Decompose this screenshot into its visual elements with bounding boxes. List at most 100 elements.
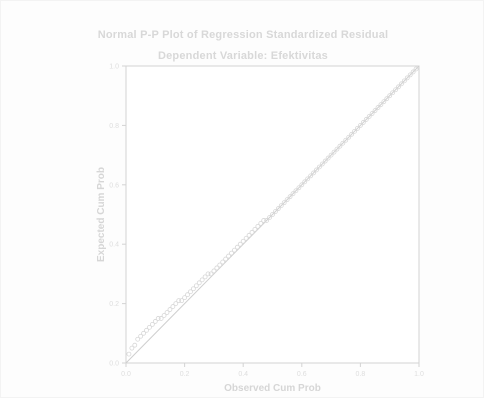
data-point	[190, 286, 196, 292]
data-point	[278, 203, 284, 208]
data-point	[170, 304, 176, 309]
data-point	[363, 117, 369, 122]
data-point	[328, 152, 334, 158]
data-point	[135, 336, 141, 342]
data-point	[316, 164, 322, 170]
data-point	[360, 120, 366, 125]
data-point	[343, 137, 349, 143]
data-point	[267, 215, 272, 220]
data-point	[281, 200, 287, 206]
data-point	[413, 66, 419, 72]
data-point	[308, 173, 313, 179]
data-point	[126, 351, 132, 357]
y-tick-label: 0.4	[109, 242, 119, 249]
data-point	[214, 265, 220, 271]
data-point	[296, 185, 302, 191]
data-point	[396, 84, 401, 90]
data-point	[129, 345, 135, 351]
data-point	[232, 247, 237, 253]
data-point	[182, 295, 188, 301]
data-point	[322, 158, 328, 164]
data-point	[155, 316, 161, 321]
data-point	[375, 105, 381, 110]
y-tick-label: 0.6	[109, 182, 119, 189]
x-tick-label: 0.4	[238, 371, 248, 378]
data-point	[404, 75, 410, 81]
data-point	[185, 292, 190, 298]
y-tick-label: 1.0	[109, 64, 119, 71]
y-axis-label: Expected Cum Prob	[96, 167, 107, 262]
data-point	[270, 212, 275, 217]
data-point	[302, 179, 308, 185]
data-point	[164, 310, 170, 315]
data-point	[314, 167, 319, 173]
data-point	[258, 221, 264, 226]
data-point	[311, 170, 316, 176]
data-point	[357, 123, 363, 128]
data-point	[138, 333, 144, 339]
data-point	[393, 87, 398, 93]
data-point	[240, 238, 246, 244]
x-axis-label: Observed Cum Prob	[224, 383, 321, 394]
data-point	[337, 143, 343, 149]
data-point	[223, 256, 229, 262]
data-point	[334, 146, 340, 152]
data-point	[255, 223, 261, 229]
data-point	[220, 259, 226, 265]
data-point	[390, 90, 396, 96]
data-point	[369, 111, 375, 116]
y-axis-ticks: 0.0 0.2 0.4 0.6 0.8 1.0	[109, 64, 126, 368]
y-tick-label: 0.0	[109, 361, 119, 368]
data-point	[352, 128, 357, 134]
x-tick-label: 0.2	[180, 371, 190, 378]
data-point	[147, 324, 152, 330]
data-point	[319, 161, 325, 167]
data-point	[208, 271, 214, 277]
data-point	[355, 125, 360, 131]
data-point	[366, 114, 372, 119]
data-point	[226, 253, 231, 259]
data-point	[202, 274, 208, 280]
data-point	[211, 268, 217, 274]
data-point	[199, 277, 205, 283]
data-point	[290, 191, 296, 197]
data-point	[410, 69, 416, 75]
x-axis-ticks: 0.0 0.2 0.4 0.6 0.8 1.0	[121, 363, 424, 378]
data-point	[284, 197, 290, 203]
data-point	[287, 194, 293, 200]
data-point	[132, 342, 138, 348]
data-point	[325, 155, 331, 161]
chart-title: Normal P-P Plot of Regression Standardiz…	[97, 29, 389, 41]
data-point	[331, 149, 337, 155]
data-point	[234, 244, 240, 250]
data-point	[205, 271, 211, 277]
data-point	[261, 218, 267, 223]
y-tick-label: 0.2	[109, 301, 119, 308]
x-tick-label: 0.8	[356, 371, 366, 378]
data-point	[161, 313, 167, 318]
data-point	[387, 93, 393, 99]
data-point	[407, 72, 413, 78]
x-tick-label: 0.6	[297, 371, 307, 378]
data-point	[237, 241, 243, 247]
data-point	[401, 78, 407, 84]
data-point	[167, 307, 173, 312]
data-point	[275, 206, 281, 211]
x-tick-label: 1.0	[414, 371, 424, 378]
data-point	[246, 232, 252, 238]
data-point	[346, 134, 352, 140]
data-point	[273, 209, 278, 214]
data-point	[158, 316, 164, 321]
points-group	[126, 66, 419, 357]
data-point	[243, 235, 249, 241]
data-point	[340, 140, 346, 146]
data-point	[152, 319, 158, 324]
data-point	[144, 327, 149, 333]
data-point	[399, 81, 404, 87]
data-point	[176, 298, 182, 304]
data-point	[196, 280, 202, 286]
data-point	[384, 96, 390, 102]
data-point	[372, 108, 378, 113]
